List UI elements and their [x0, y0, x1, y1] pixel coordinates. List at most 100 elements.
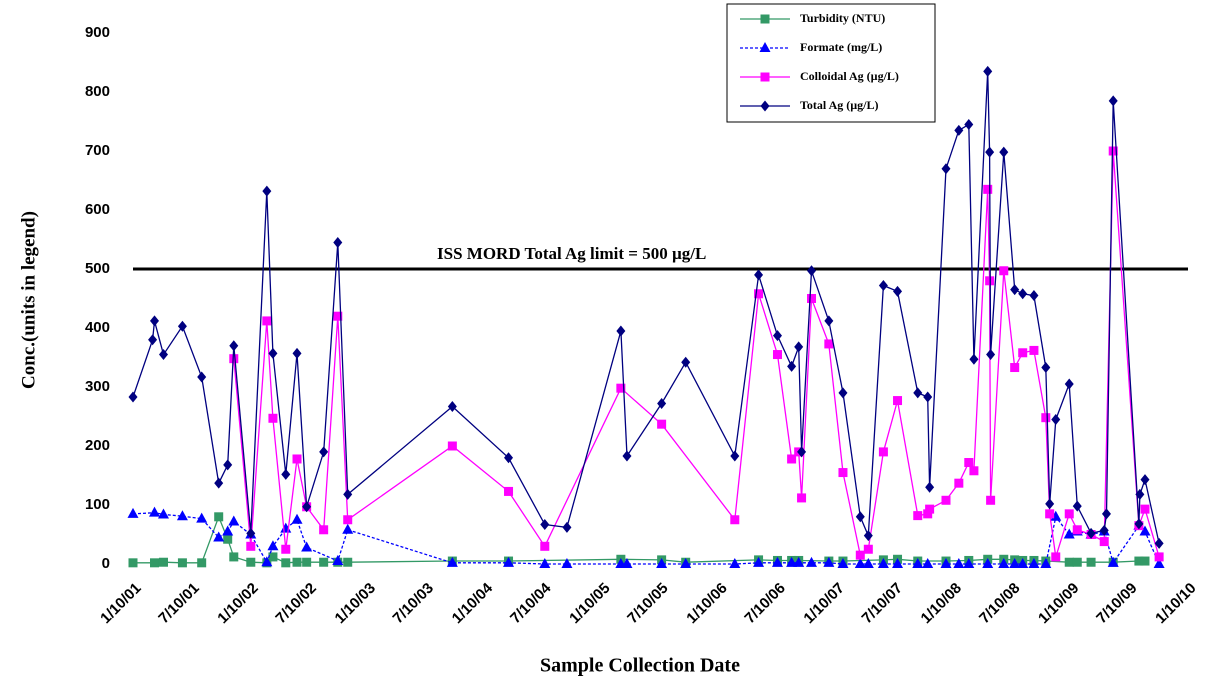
data-point [150, 315, 160, 327]
legend-marker [760, 100, 770, 112]
data-point [539, 558, 551, 568]
data-point [504, 452, 514, 464]
data-point [302, 557, 312, 567]
data-point [291, 513, 303, 524]
data-point [855, 550, 865, 560]
data-point [1108, 95, 1118, 107]
data-point [177, 320, 187, 332]
data-point [621, 558, 633, 568]
data-point [229, 552, 239, 562]
data-point [261, 556, 273, 567]
data-point [1153, 558, 1165, 568]
data-point [214, 512, 224, 522]
data-point [1064, 378, 1074, 390]
y-tick-label: 500 [85, 260, 110, 277]
data-point [1140, 556, 1150, 566]
data-point [616, 325, 626, 337]
data-point [196, 512, 208, 523]
legend-marker [760, 72, 770, 82]
y-tick-label: 300 [85, 378, 110, 395]
data-point [787, 360, 797, 372]
data-point [1099, 524, 1109, 536]
legend-label: Total Ag (µg/L) [800, 98, 878, 112]
data-point [986, 495, 996, 505]
data-point [1010, 284, 1020, 296]
data-point [197, 558, 207, 568]
legend-label: Turbidity (NTU) [800, 11, 885, 25]
data-point [1139, 525, 1151, 536]
data-point [540, 541, 550, 551]
data-point [281, 558, 291, 568]
data-point [969, 466, 979, 476]
data-point [246, 557, 256, 567]
x-tick-label: 1/10/07 [800, 580, 847, 627]
data-point [1107, 556, 1119, 567]
data-point [343, 557, 353, 567]
data-point [229, 340, 239, 352]
data-point [446, 556, 458, 567]
data-point [281, 468, 291, 480]
data-point [149, 506, 161, 517]
series-line [132, 71, 1160, 544]
x-tick-label: 1/10/03 [332, 580, 379, 627]
data-point [986, 349, 996, 361]
data-point [281, 544, 291, 554]
data-point [730, 515, 740, 525]
data-point [913, 387, 923, 399]
data-point [1086, 557, 1096, 567]
data-point [1072, 557, 1082, 567]
data-point [1029, 290, 1039, 302]
data-point [158, 557, 168, 567]
data-point [177, 558, 187, 568]
x-tick-label: 7/10/05 [624, 580, 671, 627]
data-point [1051, 413, 1061, 425]
data-point [1108, 146, 1118, 156]
data-point [964, 118, 974, 130]
data-point [504, 486, 514, 496]
x-tick-label: 1/10/05 [566, 580, 613, 627]
data-point [1018, 288, 1028, 300]
data-point [954, 478, 964, 488]
data-point [985, 146, 995, 158]
data-point [794, 341, 804, 353]
data-point [923, 391, 933, 403]
data-point [806, 556, 818, 567]
data-point [342, 523, 354, 534]
data-point [855, 511, 865, 523]
data-point [982, 558, 994, 568]
y-tick-label: 600 [85, 201, 110, 218]
data-point [561, 558, 573, 568]
data-point [771, 556, 783, 567]
data-point [197, 371, 207, 383]
data-point [128, 558, 138, 568]
data-point [656, 558, 668, 568]
data-point [912, 558, 924, 568]
y-tick-label: 400 [85, 319, 110, 336]
data-point [964, 458, 974, 468]
data-point [878, 280, 888, 292]
data-point [262, 316, 272, 326]
data-point [657, 419, 667, 429]
data-point [262, 185, 272, 197]
data-point [838, 387, 848, 399]
x-tick-label: 1/10/09 [1035, 580, 1082, 627]
y-tick-label: 800 [85, 83, 110, 100]
data-point [1051, 552, 1061, 562]
data-point [333, 311, 343, 321]
data-point [1134, 556, 1144, 566]
data-point [941, 495, 951, 505]
data-point [319, 525, 329, 535]
data-point [1072, 500, 1082, 512]
data-point [983, 65, 993, 77]
data-point [953, 558, 965, 568]
data-point [925, 481, 935, 493]
data-point [1040, 558, 1052, 568]
y-tick-label: 700 [85, 142, 110, 159]
data-point [302, 501, 312, 513]
data-point [1135, 488, 1145, 500]
data-point [292, 347, 302, 359]
limit-label: ISS MORD Total Ag limit = 500 µg/L [437, 244, 706, 263]
legend-label: Colloidal Ag (µg/L) [800, 69, 899, 83]
x-tick-label: 1/10/04 [449, 579, 497, 627]
data-point [680, 558, 692, 568]
